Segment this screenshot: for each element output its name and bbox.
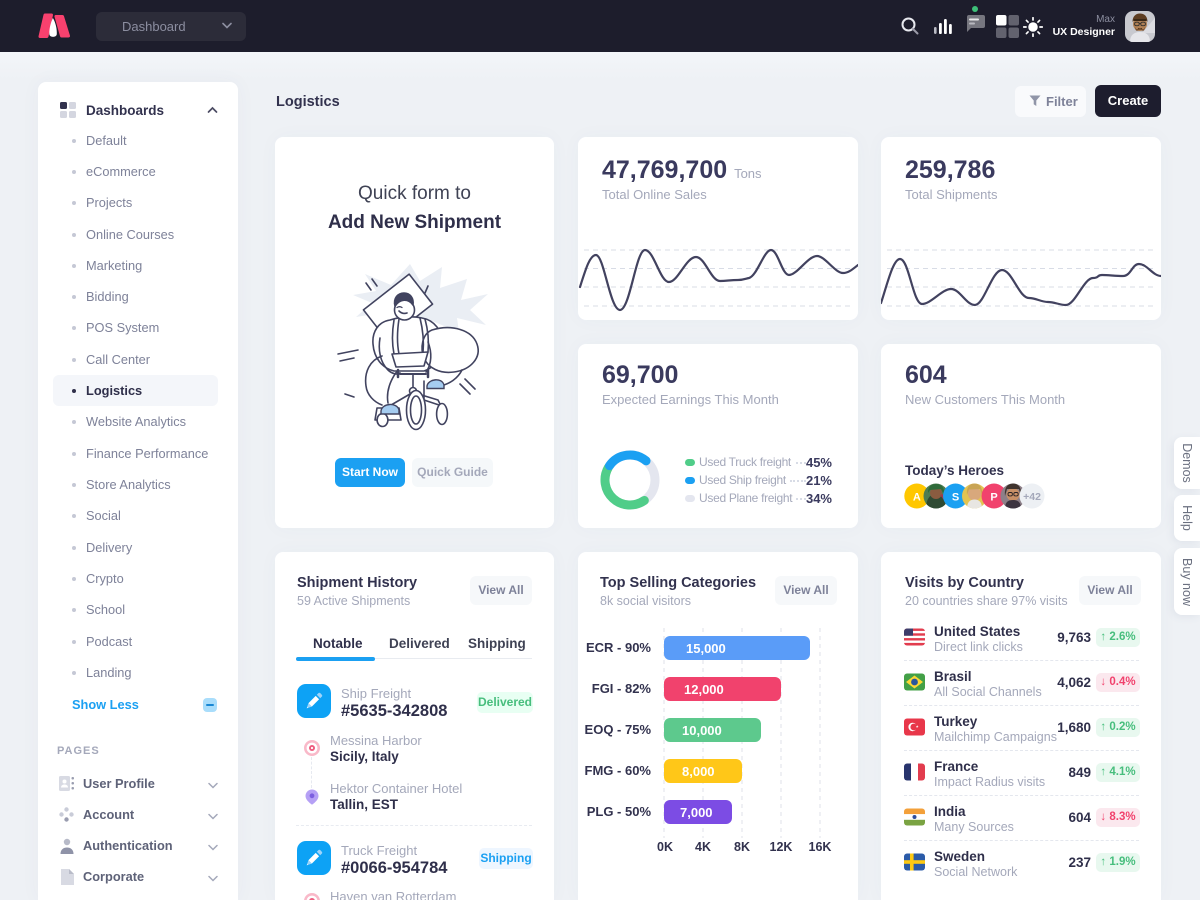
- svg-text:16K: 16K: [809, 840, 832, 854]
- svg-text:S: S: [952, 492, 959, 504]
- svg-text:P: P: [990, 492, 997, 504]
- svg-text:15,000: 15,000: [686, 641, 726, 656]
- svg-text:10,000: 10,000: [682, 723, 722, 738]
- svg-text:+42: +42: [1023, 491, 1041, 503]
- svg-text:8K: 8K: [734, 840, 750, 854]
- svg-text:FGI - 82%: FGI - 82%: [592, 681, 652, 696]
- svg-text:12,000: 12,000: [684, 682, 724, 697]
- svg-text:4K: 4K: [695, 840, 711, 854]
- svg-text:EOQ - 75%: EOQ - 75%: [585, 722, 652, 737]
- svg-text:8,000: 8,000: [682, 764, 715, 779]
- svg-text:ECR - 90%: ECR - 90%: [586, 640, 651, 655]
- svg-text:12K: 12K: [770, 840, 793, 854]
- svg-text:0K: 0K: [657, 840, 673, 854]
- svg-text:A: A: [913, 492, 921, 504]
- svg-text:PLG - 50%: PLG - 50%: [587, 804, 652, 819]
- svg-text:7,000: 7,000: [680, 805, 713, 820]
- svg-text:FMG - 60%: FMG - 60%: [585, 763, 652, 778]
